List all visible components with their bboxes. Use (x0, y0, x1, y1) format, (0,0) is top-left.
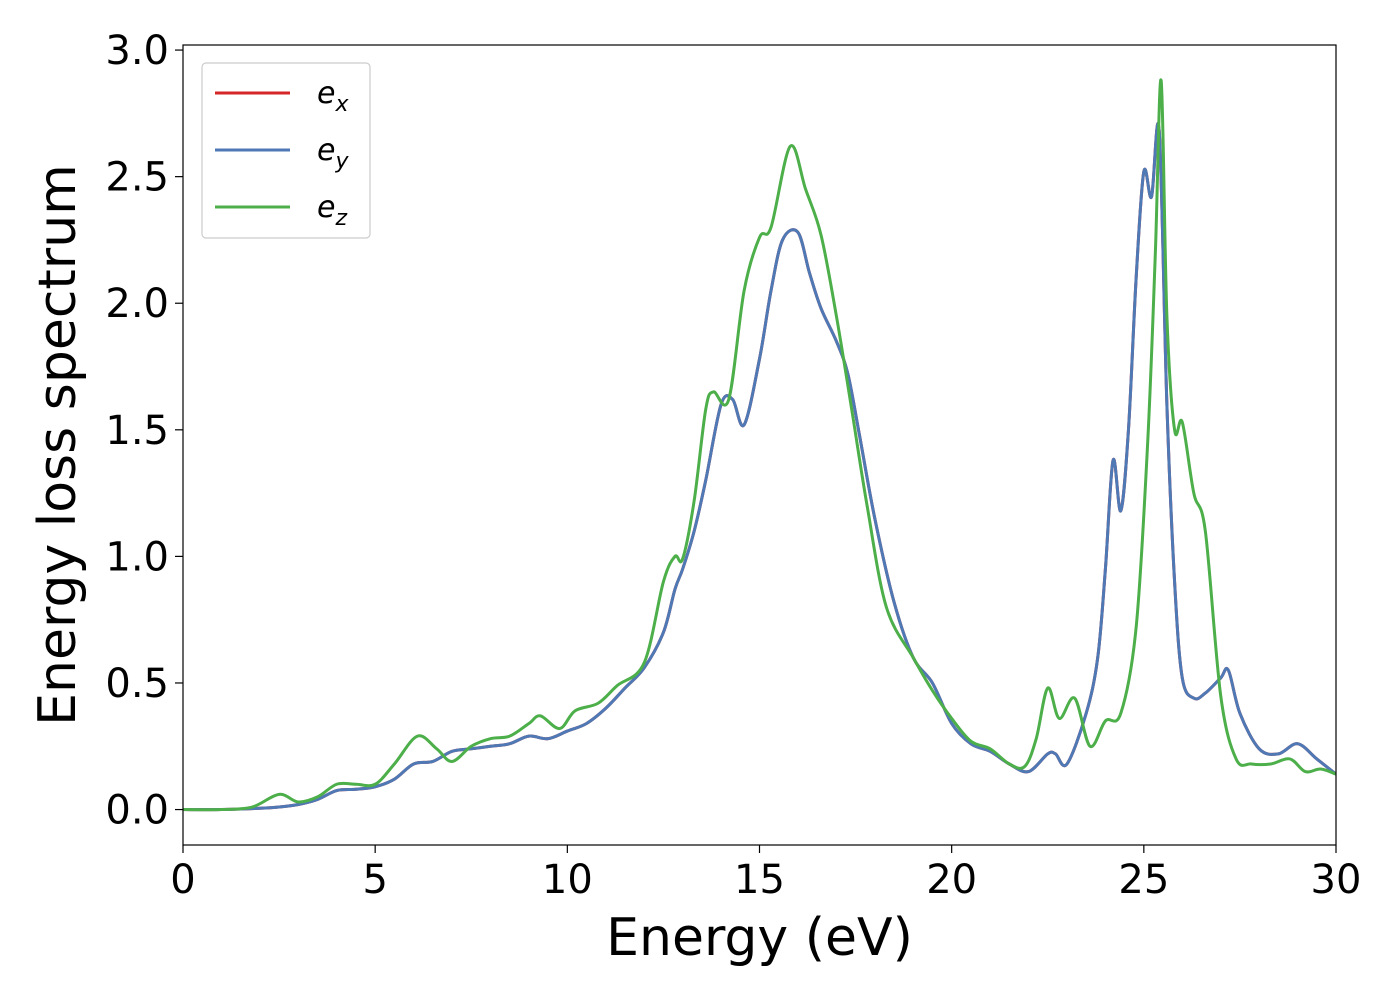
y-axis-title: Energy loss spectrum (28, 164, 88, 726)
legend-label-x: ex (317, 76, 349, 117)
legend-label-z: ez (317, 190, 347, 231)
y-axis-ticks: 0.0 0.5 1.0 1.5 2.0 2.5 3.0 (105, 28, 183, 834)
x-tick-label: 10 (542, 857, 593, 903)
legend-label-y: ey (317, 133, 349, 174)
y-tick-label: 0.5 (105, 661, 169, 707)
y-tick-label: 2.5 (105, 155, 169, 201)
legend: ex ey ez (201, 62, 371, 239)
y-tick-label: 3.0 (105, 28, 169, 74)
series-line-y (183, 121, 1336, 812)
x-tick-label: 0 (170, 857, 195, 903)
y-tick-label: 0.0 (105, 788, 169, 834)
x-tick-label: 15 (734, 857, 785, 903)
plot-lines (183, 78, 1336, 812)
y-tick-label: 1.5 (105, 408, 169, 454)
x-axis-title: Energy (eV) (606, 908, 913, 968)
x-tick-label: 25 (1118, 857, 1169, 903)
x-axis-ticks: 0 5 10 15 20 25 30 (170, 845, 1361, 903)
y-tick-label: 2.0 (105, 281, 169, 327)
x-tick-label: 5 (362, 857, 387, 903)
x-tick-label: 30 (1311, 857, 1362, 903)
x-tick-label: 20 (926, 857, 977, 903)
series-line-z (183, 78, 1336, 812)
y-tick-label: 1.0 (105, 534, 169, 580)
